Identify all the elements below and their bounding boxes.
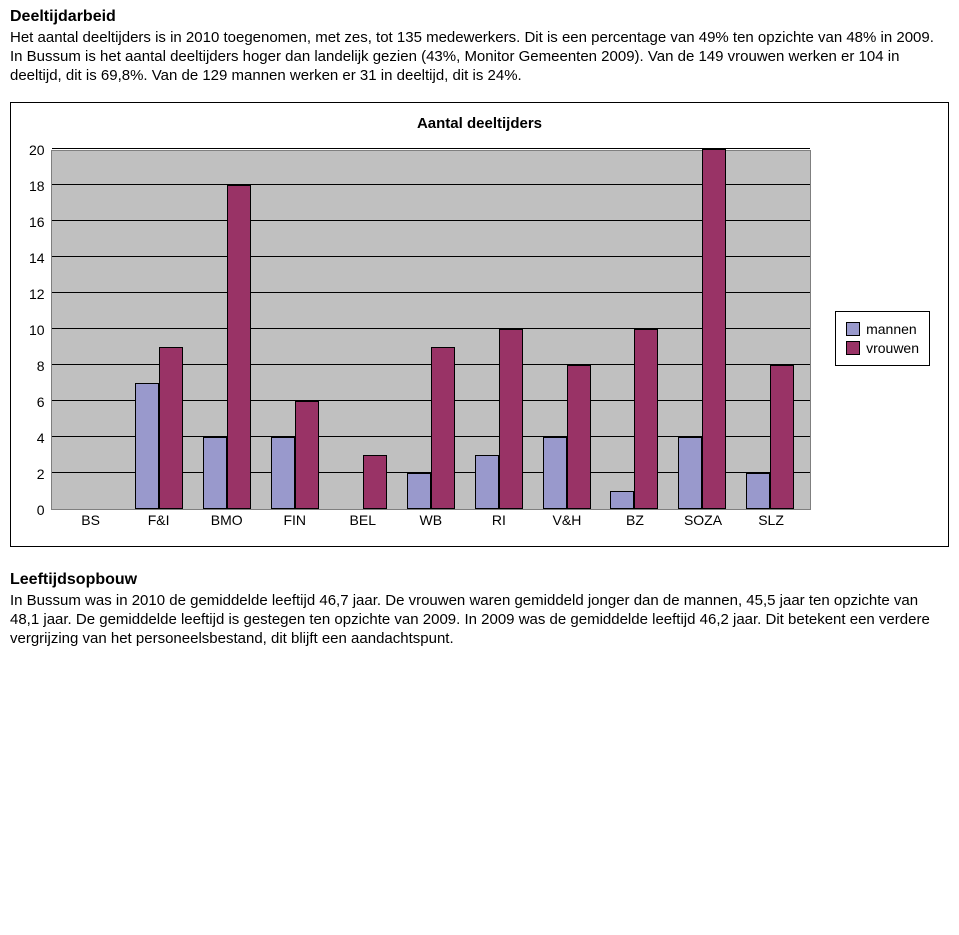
chart-body: 20181614121086420 BSF&IBMOFINBELWBRIV&HB… [29, 150, 811, 528]
x-tick: FIN [261, 512, 329, 528]
plot-wrap: BSF&IBMOFINBELWBRIV&HBZSOZASLZ [51, 150, 812, 528]
heading-deeltijdarbeid: Deeltijdarbeid [10, 8, 949, 26]
x-tick: SLZ [737, 512, 805, 528]
x-tick: WB [397, 512, 465, 528]
y-axis: 20181614121086420 [29, 150, 51, 510]
category-group [193, 185, 261, 509]
x-tick: BMO [193, 512, 261, 528]
category-group [600, 329, 668, 509]
category-group [736, 365, 804, 509]
bar-mannen [407, 473, 431, 509]
x-tick: BEL [329, 512, 397, 528]
x-tick: BZ [601, 512, 669, 528]
bar-vrouwen [159, 347, 183, 509]
category-group [329, 455, 397, 509]
chart-frame: Aantal deeltijders 20181614121086420 BSF… [10, 102, 949, 547]
bar-vrouwen [431, 347, 455, 509]
chart-row: 20181614121086420 BSF&IBMOFINBELWBRIV&HB… [29, 150, 930, 528]
bar-mannen [678, 437, 702, 509]
bar-mannen [475, 455, 499, 509]
bar-mannen [746, 473, 770, 509]
bar-vrouwen [770, 365, 794, 509]
bar-vrouwen [567, 365, 591, 509]
bar-mannen [135, 383, 159, 509]
plot-area [51, 150, 812, 510]
x-tick: V&H [533, 512, 601, 528]
swatch-mannen [846, 322, 860, 336]
category-group [533, 365, 601, 509]
paragraph-deeltijdarbeid: Het aantal deeltijders is in 2010 toegen… [10, 28, 949, 86]
category-group [125, 347, 193, 509]
x-tick: SOZA [669, 512, 737, 528]
bar-vrouwen [702, 149, 726, 509]
page: Deeltijdarbeid Het aantal deeltijders is… [0, 0, 959, 672]
legend-item-mannen: mannen [846, 321, 919, 337]
legend-label-mannen: mannen [866, 321, 917, 337]
category-group [261, 401, 329, 509]
category-group [397, 347, 465, 509]
bar-mannen [610, 491, 634, 509]
bar-vrouwen [634, 329, 658, 509]
legend-label-vrouwen: vrouwen [866, 340, 919, 356]
bar-mannen [271, 437, 295, 509]
legend-item-vrouwen: vrouwen [846, 340, 919, 356]
x-tick: BS [57, 512, 125, 528]
heading-leeftijdsopbouw: Leeftijdsopbouw [10, 571, 949, 589]
legend: mannen vrouwen [835, 311, 930, 366]
category-group [668, 149, 736, 509]
x-axis: BSF&IBMOFINBELWBRIV&HBZSOZASLZ [51, 510, 812, 528]
bar-mannen [543, 437, 567, 509]
chart-title: Aantal deeltijders [29, 115, 930, 132]
swatch-vrouwen [846, 341, 860, 355]
bar-mannen [203, 437, 227, 509]
category-group [465, 329, 533, 509]
bar-vrouwen [363, 455, 387, 509]
x-tick: F&I [125, 512, 193, 528]
x-tick: RI [465, 512, 533, 528]
bar-vrouwen [227, 185, 251, 509]
bar-vrouwen [295, 401, 319, 509]
paragraph-leeftijdsopbouw: In Bussum was in 2010 de gemiddelde leef… [10, 591, 949, 649]
bar-vrouwen [499, 329, 523, 509]
